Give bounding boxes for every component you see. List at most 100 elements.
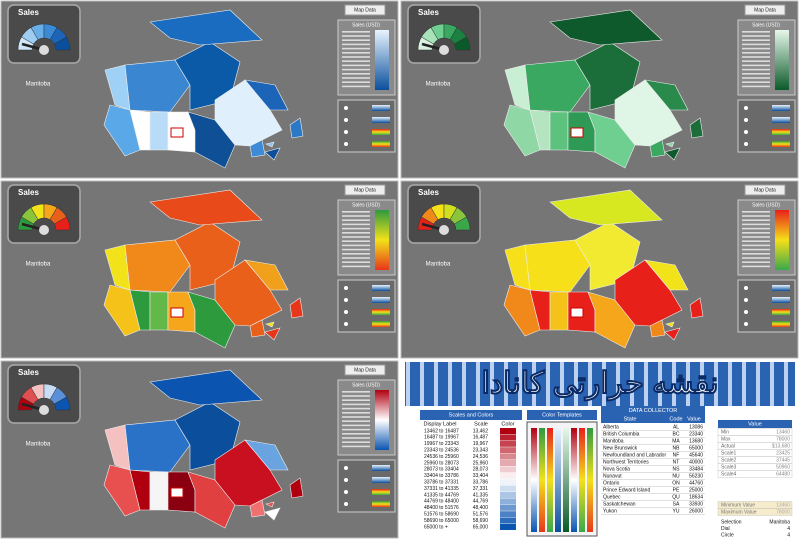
- table-title: Color Templates: [542, 412, 582, 418]
- option-radio[interactable]: [344, 502, 348, 506]
- legend-entry: [342, 253, 370, 255]
- legend-title: Sales (USD): [352, 202, 380, 208]
- province: [664, 327, 681, 341]
- option-radio[interactable]: [344, 490, 348, 494]
- option-radio[interactable]: [344, 286, 348, 290]
- title-banner: [405, 362, 795, 406]
- legend-entry: [742, 257, 770, 259]
- cell-text: 24536 to 25960: [424, 454, 459, 460]
- option-radio[interactable]: [744, 106, 748, 110]
- option-radio[interactable]: [744, 130, 748, 134]
- option-radio[interactable]: [344, 142, 348, 146]
- cell-text: 58690 to 65000: [424, 518, 459, 524]
- option-radio[interactable]: [344, 478, 348, 482]
- option-swatch: [772, 105, 790, 111]
- legend-title: Sales (USD): [752, 22, 780, 28]
- color-swatch: [500, 485, 516, 492]
- cell-text: 23340: [689, 431, 703, 437]
- option-radio[interactable]: [744, 118, 748, 122]
- option-radio[interactable]: [744, 286, 748, 290]
- legend-entry: [342, 420, 370, 422]
- option-radio[interactable]: [744, 310, 748, 314]
- map-data-button[interactable]: [344, 184, 386, 196]
- option-swatch: [372, 489, 390, 495]
- cell-text: 13086: [689, 424, 703, 430]
- province: [149, 189, 263, 226]
- gauge-segment: [54, 216, 71, 231]
- legend-entry: [342, 35, 370, 37]
- option-swatch: [372, 321, 390, 327]
- map-data-button[interactable]: [344, 4, 386, 16]
- cell-text: 13462 to 16487: [424, 428, 459, 434]
- province: [265, 501, 275, 508]
- selection-label: Manitoba: [26, 442, 51, 448]
- option-swatch: [372, 297, 390, 303]
- option-radio[interactable]: [344, 298, 348, 302]
- province: [289, 297, 304, 319]
- option-radio[interactable]: [344, 466, 348, 470]
- option-radio[interactable]: [744, 322, 748, 326]
- cell-text: Nunavut: [603, 473, 622, 479]
- limit-row: [717, 508, 793, 516]
- map-data-button[interactable]: [744, 184, 786, 196]
- gauge-hub: [439, 45, 449, 55]
- summary-header: [718, 420, 792, 428]
- legend-entry: [342, 424, 370, 427]
- gauge-segment: [454, 216, 471, 231]
- map-panel: Sales Manitoba Map Data Sales (USD): [0, 180, 399, 359]
- map-panel: Sales Manitoba Map Data Sales (USD): [400, 180, 799, 359]
- legend-entry: [742, 68, 770, 71]
- cell-text: Selection: [721, 519, 742, 525]
- province: [649, 139, 666, 158]
- province: [549, 291, 569, 331]
- option-radio[interactable]: [344, 130, 348, 134]
- legend-entry: [342, 445, 370, 448]
- option-radio[interactable]: [344, 310, 348, 314]
- province: [289, 477, 304, 499]
- legend-entry: [342, 395, 370, 397]
- legend-entry: [742, 265, 770, 268]
- legend-entry: [342, 433, 370, 435]
- option-radio[interactable]: [344, 118, 348, 122]
- cell-text: 41,335: [473, 492, 489, 498]
- cell-text: BC: [673, 431, 680, 437]
- option-radio[interactable]: [344, 322, 348, 326]
- cell-text: Alberta: [603, 424, 619, 430]
- cell-text: 19,967: [473, 441, 489, 447]
- province: [244, 259, 289, 291]
- cell-text: 48,400: [473, 505, 489, 511]
- color-swatch: [500, 524, 516, 530]
- map-data-button[interactable]: [344, 364, 386, 376]
- option-swatch: [372, 501, 390, 507]
- legend-entry: [342, 85, 370, 88]
- cell-text: 56230: [689, 473, 703, 479]
- legend-entry: [342, 437, 370, 439]
- template-stripe: [571, 428, 577, 532]
- legend-entry: [342, 43, 370, 46]
- map-data-button[interactable]: [744, 4, 786, 16]
- legend-entry: [742, 223, 770, 226]
- cell-text: Dial: [721, 526, 730, 532]
- cell-text: Nova Scotia: [603, 466, 630, 472]
- province: [264, 147, 281, 161]
- cell-text: 28073 to 33404: [424, 467, 459, 473]
- option-radio[interactable]: [744, 298, 748, 302]
- cell-text: Saskatchewan: [603, 501, 636, 507]
- cell-text: 41335 to 44769: [424, 492, 459, 498]
- legend-entry: [742, 81, 770, 83]
- cell-text: Min: [721, 429, 729, 435]
- option-swatch: [372, 309, 390, 315]
- option-radio[interactable]: [744, 142, 748, 146]
- cell-text: 65000 to +: [424, 524, 448, 530]
- legend-entry: [742, 77, 770, 79]
- legend-entry: [342, 64, 370, 67]
- color-swatch: [500, 479, 516, 486]
- legend-entry: [342, 31, 370, 33]
- cell-text: 37445: [776, 457, 790, 463]
- province: [124, 239, 191, 293]
- province: [244, 439, 289, 471]
- option-radio[interactable]: [344, 106, 348, 110]
- legend-title: Sales (USD): [352, 382, 380, 388]
- province: [264, 507, 281, 521]
- cell-text: 33786 to 37331: [424, 480, 459, 486]
